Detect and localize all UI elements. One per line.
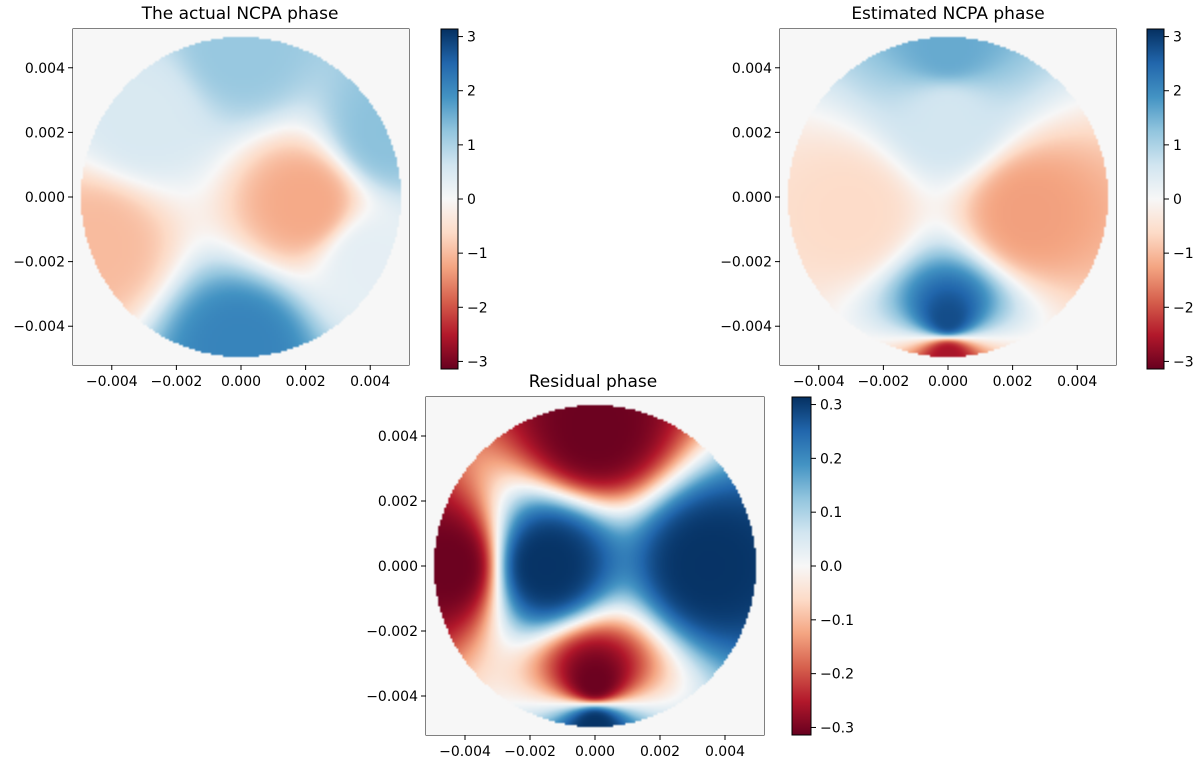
colorbar bbox=[791, 396, 812, 736]
colorbar-tick-label: 0.1 bbox=[820, 505, 842, 521]
y-tick-label: 0.000 bbox=[732, 190, 772, 206]
heatmap-image bbox=[73, 29, 409, 365]
colorbar-tick-label: 0.2 bbox=[820, 451, 842, 467]
x-tick-label: −0.004 bbox=[439, 744, 491, 760]
y-tick-label: 0.002 bbox=[732, 125, 772, 141]
y-tick-label: 0.002 bbox=[378, 494, 418, 510]
colorbar-tick-label: −3 bbox=[1173, 354, 1194, 370]
colorbar-tick-label: −0.2 bbox=[820, 667, 854, 683]
phase-map bbox=[780, 29, 1116, 365]
colorbar-tick-label: 2 bbox=[1173, 84, 1182, 100]
panel-title: Residual phase bbox=[529, 372, 658, 392]
y-tick-label: 0.000 bbox=[25, 190, 65, 206]
heatmap-image bbox=[780, 29, 1116, 365]
x-tick-label: −0.002 bbox=[504, 744, 556, 760]
x-tick-label: −0.004 bbox=[793, 374, 845, 390]
y-tick-label: 0.002 bbox=[25, 125, 65, 141]
x-tick-label: 0.004 bbox=[705, 744, 745, 760]
colorbar-tick-label: −3 bbox=[467, 354, 488, 370]
x-axis: −0.004 −0.002 0.000 0.002 0.004 bbox=[86, 365, 390, 390]
colorbar-axis: 0.3 0.2 0.1 0.0 −0.1 −0.2 −0.3 bbox=[811, 398, 854, 736]
y-axis: 0.004 0.002 0.000 −0.002 −0.004 bbox=[13, 61, 73, 335]
x-tick-label: 0.000 bbox=[221, 374, 261, 390]
x-tick-label: −0.002 bbox=[857, 374, 909, 390]
panel-residual: Residual phase −0.004 −0.002 0.000 0.002 0.0… bbox=[366, 372, 854, 760]
x-tick-label: −0.002 bbox=[150, 374, 202, 390]
colorbar-tick-label: 3 bbox=[1173, 30, 1182, 46]
colorbar-tick-label: −1 bbox=[1173, 246, 1194, 262]
x-tick-label: −0.004 bbox=[86, 374, 138, 390]
y-tick-label: 0.004 bbox=[732, 61, 772, 77]
colorbar-tick-label: 0.0 bbox=[820, 559, 842, 575]
colorbar bbox=[440, 28, 459, 370]
colorbar-tick-label: −1 bbox=[467, 246, 488, 262]
colorbar-axis: 3 2 1 0 −1 −2 −3 bbox=[1164, 30, 1194, 370]
x-tick-label: 0.002 bbox=[286, 374, 326, 390]
y-tick-label: −0.004 bbox=[366, 689, 418, 705]
colorbar-tick-label: 1 bbox=[1173, 138, 1182, 154]
x-tick-label: 0.000 bbox=[575, 744, 615, 760]
heatmap-image bbox=[426, 397, 764, 735]
colorbar bbox=[1146, 28, 1165, 370]
colorbar-axis: 3 2 1 0 −1 −2 −3 bbox=[458, 30, 488, 370]
colorbar-tick-label: −2 bbox=[1173, 300, 1194, 316]
colorbar-tick-label: −0.3 bbox=[820, 720, 854, 736]
y-tick-label: −0.002 bbox=[720, 255, 772, 271]
panel-title: The actual NCPA phase bbox=[141, 4, 339, 24]
colorbar-tick-label: −2 bbox=[467, 300, 488, 316]
y-tick-label: −0.002 bbox=[13, 255, 65, 271]
y-axis: 0.004 0.002 0.000 −0.002 −0.004 bbox=[720, 61, 780, 335]
x-tick-label: 0.002 bbox=[993, 374, 1033, 390]
colorbar-tick-label: 0.3 bbox=[820, 398, 842, 414]
y-tick-label: 0.004 bbox=[378, 429, 418, 445]
colorbar-tick-label: 3 bbox=[467, 30, 476, 46]
colorbar-tick-label: 2 bbox=[467, 84, 476, 100]
y-tick-label: 0.000 bbox=[378, 559, 418, 575]
y-tick-label: 0.004 bbox=[25, 61, 65, 77]
y-tick-label: −0.004 bbox=[720, 319, 772, 335]
colorbar-tick-label: 0 bbox=[1173, 192, 1182, 208]
y-tick-label: −0.002 bbox=[366, 624, 418, 640]
y-axis: 0.004 0.002 0.000 −0.002 −0.004 bbox=[366, 429, 426, 705]
colorbar-tick-label: −0.1 bbox=[820, 613, 854, 629]
panel-title: Estimated NCPA phase bbox=[851, 4, 1044, 24]
x-tick-label: 0.004 bbox=[1057, 374, 1097, 390]
panel-actual-ncpa: The actual NCPA phase −0.004 −0.002 0.000 0… bbox=[13, 4, 487, 390]
x-tick-label: 0.002 bbox=[640, 744, 680, 760]
colorbar-tick-label: 1 bbox=[467, 138, 476, 154]
phase-map bbox=[73, 29, 409, 365]
colorbar-tick-label: 0 bbox=[467, 192, 476, 208]
phase-map bbox=[426, 397, 764, 735]
panel-estimated-ncpa: Estimated NCPA phase −0.004 −0.002 0.000 0.… bbox=[720, 4, 1193, 390]
x-axis: −0.004 −0.002 0.000 0.002 0.004 bbox=[439, 735, 745, 760]
x-axis: −0.004 −0.002 0.000 0.002 0.004 bbox=[793, 365, 1097, 390]
y-tick-label: −0.004 bbox=[13, 319, 65, 335]
x-tick-label: 0.000 bbox=[928, 374, 968, 390]
x-tick-label: 0.004 bbox=[350, 374, 390, 390]
